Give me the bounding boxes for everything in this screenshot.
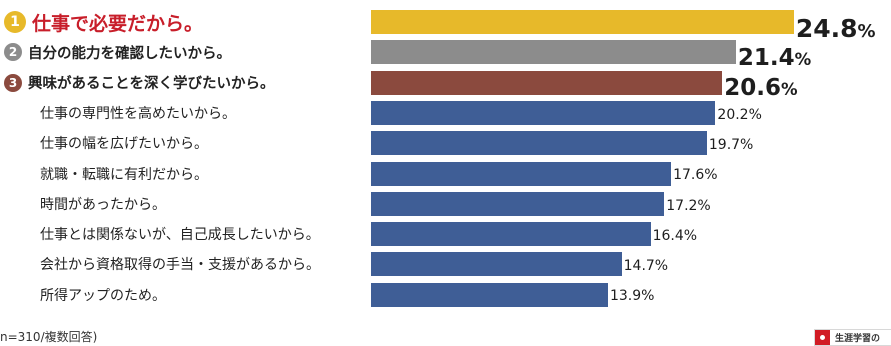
value-label-1: 24.8% [796, 14, 876, 43]
value-label-3: 20.6% [724, 75, 797, 101]
category-label-5: 仕事の幅を広げたいから。 [40, 131, 208, 155]
bar-4 [371, 100, 716, 125]
value-unit: % [654, 258, 669, 275]
value-unit: % [740, 136, 754, 153]
logo-mark-icon [815, 330, 830, 345]
rank-badge-2: 2 [4, 43, 22, 62]
value-unit: % [748, 106, 762, 123]
value-label-2: 21.4% [738, 45, 811, 71]
value-number: 24.8 [795, 13, 858, 43]
value-unit: % [697, 197, 711, 214]
value-number: 14.7 [623, 258, 655, 275]
category-text: 所得アップのため。 [40, 287, 166, 304]
category-text: 就職・転職に有利だから。 [40, 166, 208, 183]
value-unit: % [704, 167, 718, 184]
category-text: 自分の能力を確認したいから。 [28, 45, 231, 62]
category-text: 仕事の専門性を高めたいから。 [40, 105, 236, 122]
value-number: 17.6 [673, 167, 705, 184]
value-unit: % [857, 20, 876, 42]
brand-logo: 生涯学習の [814, 329, 891, 346]
value-unit: % [683, 227, 698, 244]
bar-5 [371, 131, 707, 156]
category-label-1: 1 仕事で必要だから。 [4, 10, 204, 35]
bar-2 [371, 40, 736, 65]
value-unit: % [780, 80, 798, 100]
category-label-6: 就職・転職に有利だから。 [40, 162, 208, 186]
value-number: 13.9 [609, 288, 642, 305]
category-label-2: 2 自分の能力を確認したいから。 [4, 40, 231, 64]
bar-8 [371, 222, 651, 247]
category-text: 興味があることを深く学びたいから。 [28, 76, 275, 93]
sample-note: n=310/複数回答) [0, 330, 98, 344]
bar-9 [371, 252, 622, 277]
value-number: 17.2 [666, 197, 698, 214]
value-label-7: 17.2% [666, 198, 710, 214]
rank-badge-3: 3 [4, 73, 22, 92]
category-text: 仕事とは関係ないが、自己成長したいから。 [40, 227, 320, 244]
value-label-4: 20.2% [717, 107, 761, 123]
category-text: 仕事の幅を広げたいから。 [40, 136, 208, 153]
category-label-8: 仕事とは関係ないが、自己成長したいから。 [40, 222, 320, 246]
category-text: 仕事で必要だから。 [32, 12, 204, 35]
value-unit: % [794, 49, 812, 69]
bar-6 [371, 161, 672, 186]
category-label-7: 時間があったから。 [40, 192, 166, 216]
rank-badge-1: 1 [4, 11, 26, 33]
value-label-6: 17.6% [673, 167, 717, 183]
value-label-10: 13.9% [610, 288, 654, 304]
category-text: 会社から資格取得の手当・支援があるから。 [40, 257, 320, 274]
value-unit: % [641, 288, 655, 305]
value-number: 16.4 [652, 227, 684, 244]
category-label-10: 所得アップのため。 [40, 283, 166, 307]
category-label-3: 3 興味があることを深く学びたいから。 [4, 71, 275, 95]
value-label-5: 19.7% [709, 137, 753, 153]
category-text: 時間があったから。 [40, 196, 166, 213]
value-label-8: 16.4% [653, 228, 697, 244]
value-number: 19.7 [708, 136, 741, 153]
bar-3 [371, 70, 723, 95]
bar-1 [371, 10, 794, 34]
value-number: 20.2 [717, 106, 749, 123]
bar-10 [371, 282, 608, 307]
category-label-9: 会社から資格取得の手当・支援があるから。 [40, 252, 320, 276]
value-number: 20.6 [724, 75, 781, 102]
category-label-4: 仕事の専門性を高めたいから。 [40, 101, 236, 125]
value-label-9: 14.7% [624, 258, 668, 274]
bar-7 [371, 191, 665, 216]
logo-text: 生涯学習の [835, 334, 881, 344]
value-number: 21.4 [737, 44, 795, 71]
